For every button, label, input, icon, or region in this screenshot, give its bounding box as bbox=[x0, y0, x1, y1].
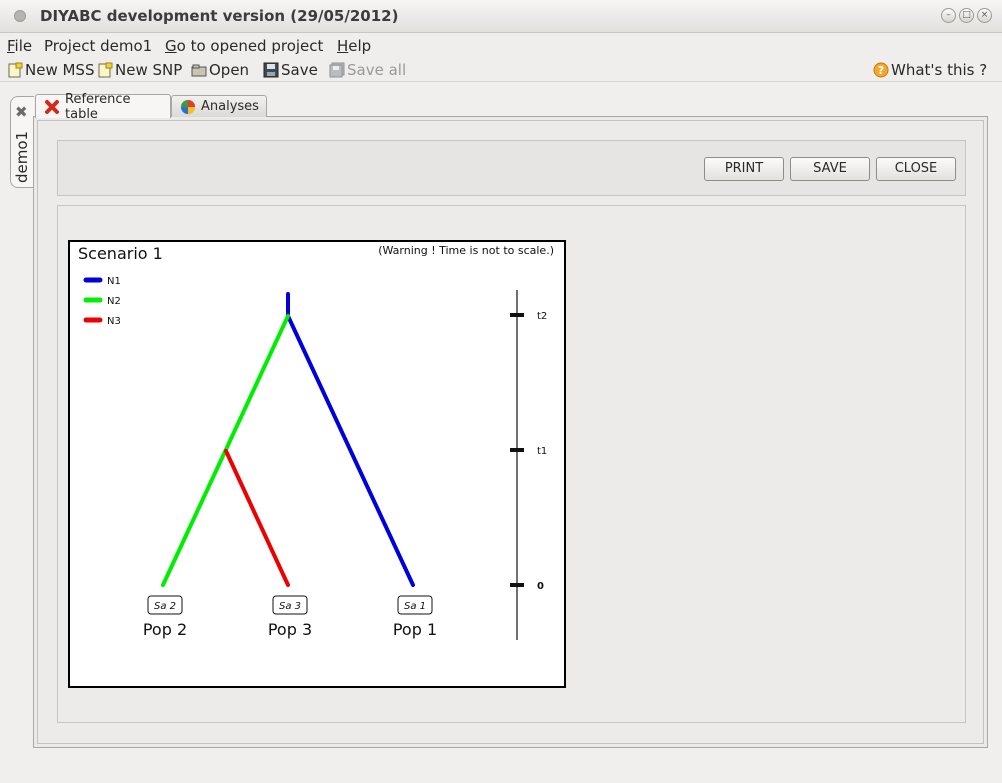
sample-box-sa3: Sa 3 bbox=[272, 595, 308, 615]
window-title: DIYABC development version (29/05/2012) bbox=[40, 7, 399, 25]
open-button[interactable]: Open bbox=[191, 60, 249, 80]
minimize-icon[interactable]: – bbox=[941, 8, 956, 23]
pop-label-pop3: Pop 3 bbox=[268, 620, 312, 639]
save-all-button[interactable]: Save all bbox=[329, 60, 406, 80]
branch-pop3 bbox=[224, 449, 290, 587]
legend-label-n2: N2 bbox=[107, 296, 121, 307]
legend-label-n3: N3 bbox=[107, 316, 121, 327]
pop-label-pop1: Pop 1 bbox=[393, 620, 437, 639]
menu-project[interactable]: Project demo1 bbox=[44, 37, 153, 55]
time-label-t2: t2 bbox=[537, 311, 547, 322]
menu-file[interactable]: File bbox=[7, 37, 33, 55]
floppy-disks-icon bbox=[329, 62, 345, 78]
scale-warning: (Warning ! Time is not to scale.) bbox=[378, 244, 554, 257]
tab-reference-table[interactable]: Reference table bbox=[35, 92, 171, 122]
save-button[interactable]: SAVE bbox=[790, 157, 870, 181]
whats-this-button[interactable]: ? What's this ? bbox=[873, 60, 987, 80]
sample-box-sa2: Sa 2 bbox=[147, 595, 183, 615]
new-document-icon bbox=[97, 62, 113, 78]
scenario-tree-svg: N1 N2 N3 Sa 2 Sa 3 Sa 1 Pop 2 Pop 3 Pop … bbox=[83, 276, 547, 640]
project-tab-demo1[interactable]: ✖ bbox=[10, 96, 34, 188]
svg-text:?: ? bbox=[878, 64, 884, 77]
time-label-t1: t1 bbox=[537, 446, 547, 457]
svg-text:Sa 2: Sa 2 bbox=[154, 601, 176, 612]
new-snp-button[interactable]: New SNP bbox=[97, 60, 182, 80]
branch-pop1 bbox=[286, 314, 415, 587]
scenario-diagram: Scenario 1 (Warning ! Time is not to sca… bbox=[68, 240, 566, 688]
help-question-icon: ? bbox=[873, 62, 889, 78]
pop-label-pop2: Pop 2 bbox=[143, 620, 187, 639]
save-toolbar-button[interactable]: Save bbox=[263, 60, 318, 80]
scenario-title: Scenario 1 bbox=[78, 244, 163, 263]
color-wheel-icon bbox=[180, 99, 196, 115]
legend-label-n1: N1 bbox=[107, 276, 121, 287]
close-button[interactable]: CLOSE bbox=[876, 157, 956, 181]
close-red-x-icon[interactable] bbox=[44, 99, 60, 115]
floppy-disk-icon bbox=[263, 62, 279, 78]
new-mss-button[interactable]: New MSS bbox=[7, 60, 94, 80]
time-label-0: 0 bbox=[537, 581, 544, 592]
maximize-icon[interactable]: □ bbox=[959, 8, 974, 23]
title-bar: DIYABC development version (29/05/2012) … bbox=[0, 0, 1002, 33]
project-tab-label: demo1 bbox=[13, 130, 31, 183]
print-button[interactable]: PRINT bbox=[704, 157, 784, 181]
sample-box-sa1: Sa 1 bbox=[397, 595, 433, 615]
menu-bar: File Project demo1 Go to opened project … bbox=[0, 33, 1002, 57]
tab-analyses[interactable]: Analyses bbox=[171, 95, 267, 117]
folder-icon bbox=[191, 62, 207, 78]
new-document-icon bbox=[7, 62, 23, 78]
close-project-icon[interactable]: ✖ bbox=[15, 103, 28, 121]
close-icon[interactable]: × bbox=[977, 8, 992, 23]
menu-go-to-opened-project[interactable]: Go to opened project bbox=[165, 37, 324, 55]
toolbar: New MSS New SNP Open Save Save all ? Wha… bbox=[0, 57, 1002, 82]
menu-help[interactable]: Help bbox=[337, 37, 372, 55]
svg-text:Sa 1: Sa 1 bbox=[404, 601, 426, 612]
window-menu-icon[interactable] bbox=[14, 10, 26, 22]
svg-text:Sa 3: Sa 3 bbox=[279, 601, 301, 612]
